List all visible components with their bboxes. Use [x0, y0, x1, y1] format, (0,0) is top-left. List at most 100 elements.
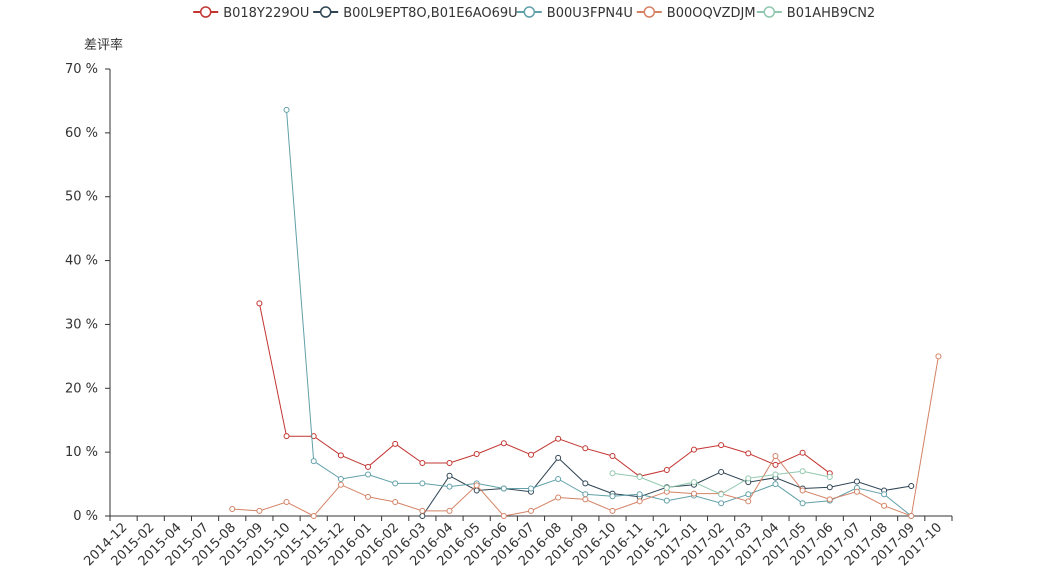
data-point[interactable]: [392, 440, 399, 447]
y-tick-label: 70 %: [65, 62, 98, 77]
legend-circle-icon: [763, 6, 776, 18]
legend-circle-icon: [523, 6, 536, 18]
data-point[interactable]: [609, 470, 616, 477]
y-tick-label: 60 %: [65, 126, 98, 141]
data-point[interactable]: [365, 463, 372, 470]
data-point[interactable]: [772, 452, 779, 459]
data-point[interactable]: [826, 484, 833, 491]
data-point[interactable]: [908, 482, 915, 489]
data-point[interactable]: [500, 440, 507, 447]
data-point[interactable]: [419, 513, 426, 519]
legend-label: B01AHB9CN2: [787, 6, 875, 21]
data-point[interactable]: [609, 507, 616, 514]
data-point[interactable]: [935, 353, 942, 360]
data-point[interactable]: [337, 475, 344, 482]
data-point[interactable]: [419, 459, 426, 466]
legend-label: B00L9EPT8O,B01E6AO69U: [343, 6, 518, 21]
data-point[interactable]: [582, 491, 589, 498]
data-point[interactable]: [799, 500, 806, 507]
data-point[interactable]: [337, 452, 344, 459]
data-point[interactable]: [718, 468, 725, 475]
data-point[interactable]: [881, 491, 888, 498]
data-point[interactable]: [636, 474, 643, 481]
data-point[interactable]: [473, 487, 480, 494]
data-point[interactable]: [446, 507, 453, 514]
data-point[interactable]: [636, 498, 643, 505]
y-axis-label: 差评率: [84, 37, 123, 53]
data-point[interactable]: [908, 513, 915, 519]
data-point[interactable]: [772, 461, 779, 468]
data-point[interactable]: [582, 496, 589, 503]
data-point[interactable]: [310, 458, 317, 465]
data-point[interactable]: [853, 488, 860, 495]
data-point[interactable]: [283, 433, 290, 440]
data-point[interactable]: [446, 459, 453, 466]
data-point[interactable]: [283, 498, 290, 505]
data-point[interactable]: [528, 485, 534, 492]
data-point[interactable]: [609, 493, 616, 500]
data-point[interactable]: [392, 498, 399, 505]
data-point[interactable]: [528, 507, 534, 514]
data-point[interactable]: [283, 106, 290, 113]
x-axis: 2014-122015-022015-042015-072015-082015-…: [81, 515, 953, 569]
data-point[interactable]: [555, 454, 562, 461]
legend[interactable]: B018Y229OU B00L9EPT8O,B01E6AO69U B00U3FPN4…: [193, 6, 875, 21]
data-point[interactable]: [690, 446, 697, 453]
data-point[interactable]: [745, 475, 752, 482]
legend-item[interactable]: B00U3FPN4U: [516, 6, 633, 21]
data-point[interactable]: [446, 483, 453, 490]
data-point[interactable]: [582, 480, 589, 487]
data-point[interactable]: [473, 482, 480, 489]
data-point[interactable]: [772, 481, 779, 488]
data-point[interactable]: [799, 468, 806, 475]
data-point[interactable]: [690, 490, 697, 497]
data-point[interactable]: [365, 471, 372, 478]
data-point[interactable]: [555, 494, 562, 501]
data-point[interactable]: [528, 451, 534, 458]
legend-item[interactable]: B018Y229OU: [193, 6, 309, 21]
legend-item[interactable]: B00OQVZDJM: [636, 6, 756, 21]
data-point[interactable]: [826, 496, 833, 503]
data-point[interactable]: [310, 513, 317, 519]
data-point[interactable]: [663, 497, 670, 504]
data-point[interactable]: [799, 449, 806, 456]
data-point[interactable]: [555, 475, 562, 482]
data-point[interactable]: [718, 491, 725, 498]
legend-item[interactable]: B00L9EPT8O,B01E6AO69U: [313, 6, 518, 21]
data-point[interactable]: [881, 502, 888, 509]
data-point[interactable]: [419, 480, 426, 487]
data-point[interactable]: [392, 480, 399, 487]
y-tick-label: 10 %: [65, 445, 98, 460]
legend-item[interactable]: B01AHB9CN2: [756, 6, 875, 21]
data-point[interactable]: [500, 485, 507, 492]
data-point[interactable]: [446, 472, 453, 479]
data-point[interactable]: [555, 435, 562, 442]
data-point[interactable]: [718, 442, 725, 449]
data-point[interactable]: [745, 498, 752, 505]
data-point[interactable]: [636, 491, 643, 498]
data-point[interactable]: [473, 451, 480, 458]
data-point[interactable]: [365, 493, 372, 500]
series-line: [286, 109, 912, 517]
data-point[interactable]: [799, 487, 806, 494]
data-point[interactable]: [419, 507, 426, 514]
data-point[interactable]: [229, 505, 236, 512]
series-4: [609, 468, 833, 498]
data-point[interactable]: [745, 491, 752, 498]
data-point[interactable]: [826, 474, 833, 481]
data-point[interactable]: [663, 484, 670, 491]
data-point[interactable]: [745, 450, 752, 457]
data-point[interactable]: [718, 500, 725, 507]
data-point[interactable]: [310, 433, 317, 440]
data-point[interactable]: [500, 513, 507, 519]
data-point[interactable]: [690, 479, 697, 486]
data-point[interactable]: [337, 481, 344, 488]
data-point[interactable]: [256, 507, 263, 514]
data-point[interactable]: [853, 478, 860, 485]
data-point[interactable]: [582, 445, 589, 452]
series-group: [229, 106, 942, 519]
data-point[interactable]: [256, 300, 263, 307]
data-point[interactable]: [609, 452, 616, 459]
data-point[interactable]: [772, 471, 779, 478]
data-point[interactable]: [663, 467, 670, 474]
